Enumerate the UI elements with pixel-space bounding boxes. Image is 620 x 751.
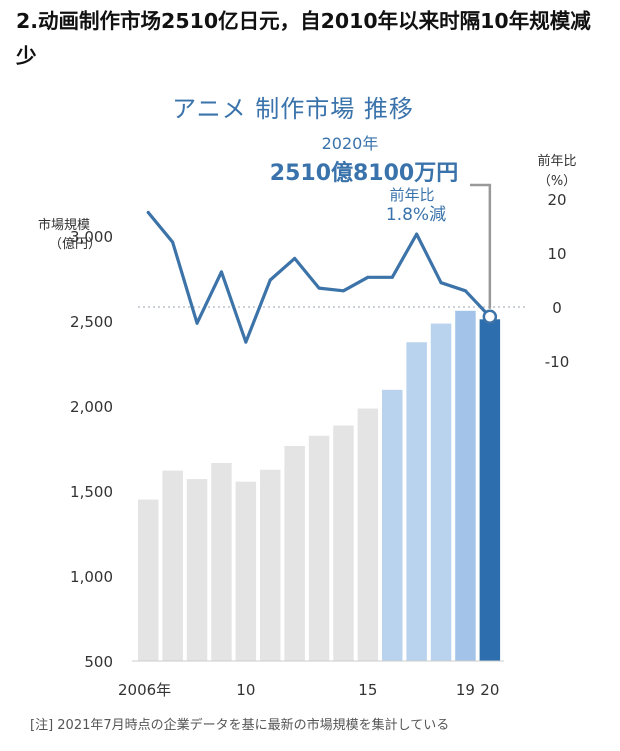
x-tick-2006: 2006年 xyxy=(118,681,171,699)
point-2016 xyxy=(390,275,394,279)
y-right-tick-10: 10 xyxy=(547,245,566,263)
x-tick-2020: 20 xyxy=(480,681,499,699)
y-left-tick-500: 500 xyxy=(84,653,113,671)
x-tick-2015: 15 xyxy=(358,681,377,699)
point-2019 xyxy=(463,289,467,293)
bar-2006 xyxy=(138,499,159,661)
chart-title: アニメ 制作市場 推移 xyxy=(172,95,414,123)
bar-2008 xyxy=(186,479,208,661)
point-2009 xyxy=(219,270,223,274)
bar-2013 xyxy=(308,435,330,661)
x-tick-2019: 19 xyxy=(456,681,475,699)
y-left-tick-1500: 1,500 xyxy=(70,483,113,501)
bar-series xyxy=(138,310,501,661)
line-series xyxy=(138,210,527,344)
annotation-year: 2020年 xyxy=(322,134,379,153)
point-2013 xyxy=(317,286,321,290)
y-right-unit-sublabel: （%） xyxy=(538,174,576,189)
annotation-change-label: 前年比 xyxy=(389,186,434,204)
bar-2009 xyxy=(211,462,232,661)
y-left-tick-1000: 1,000 xyxy=(70,568,113,586)
point-2012 xyxy=(293,256,297,260)
annotation-bracket xyxy=(470,183,492,309)
point-2020 xyxy=(482,309,498,324)
y-left-unit-label: 市場規模 xyxy=(38,217,90,233)
yoy-line xyxy=(146,210,492,344)
point-2010 xyxy=(244,340,248,344)
y-right-tick-20: 20 xyxy=(547,191,566,209)
point-2015 xyxy=(366,275,370,279)
bar-2014 xyxy=(333,425,354,661)
bar-2007 xyxy=(162,470,183,661)
point-2018 xyxy=(439,281,443,285)
bar-2012 xyxy=(284,445,305,661)
y-left-tick-2000: 2,000 xyxy=(70,398,113,416)
point-2006 xyxy=(146,211,150,214)
bar-2019 xyxy=(455,310,476,661)
bar-2010 xyxy=(235,481,257,661)
bar-2020 xyxy=(479,319,501,661)
bar-2017 xyxy=(406,342,427,661)
y-left-tick-3000: 3,000 xyxy=(70,228,113,246)
footnote: [注] 2021年7月時点の企業データを基に最新の市場規模を集計している xyxy=(30,718,450,733)
bar-2016 xyxy=(382,389,403,661)
bar-2011 xyxy=(260,469,281,661)
y-left-unit-sublabel: （億円） xyxy=(49,236,101,252)
point-2011 xyxy=(268,278,272,282)
point-2008 xyxy=(195,321,199,325)
point-2007 xyxy=(171,240,175,244)
y-right-tick--10: -10 xyxy=(545,353,570,371)
annotation-change-value: 1.8%減 xyxy=(386,205,446,225)
annotation-value: 2510億8100万円 xyxy=(270,160,458,186)
y-right-tick-0: 0 xyxy=(552,299,562,317)
y-right-unit-label: 前年比 xyxy=(537,153,576,169)
point-2017 xyxy=(415,232,419,236)
bar-2018 xyxy=(430,323,452,661)
page-heading: 2.动画制作市场2510亿日元，自2010年以来时隔10年规模减少 xyxy=(16,9,591,68)
bar-2015 xyxy=(357,408,379,661)
y-left-tick-2500: 2,500 xyxy=(70,313,113,331)
point-2014 xyxy=(341,289,345,293)
x-tick-2010: 10 xyxy=(236,681,255,699)
